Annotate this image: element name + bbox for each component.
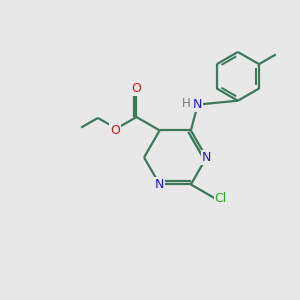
Text: N: N: [155, 178, 164, 191]
Text: O: O: [110, 124, 120, 137]
Text: N: N: [193, 98, 203, 111]
Text: H: H: [182, 97, 191, 110]
Text: O: O: [132, 82, 141, 95]
Text: Cl: Cl: [214, 192, 227, 205]
Text: N: N: [202, 151, 211, 164]
